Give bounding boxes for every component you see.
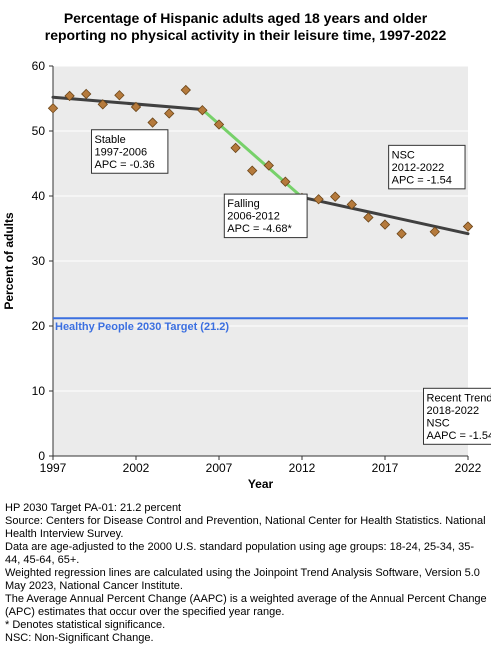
x-tick-label: 1997 xyxy=(40,461,67,475)
note-nsc: NSC: Non-Significant Change. xyxy=(5,632,154,644)
data-point xyxy=(247,165,258,176)
annotation-text: Stable xyxy=(95,134,126,146)
y-tick-label: 40 xyxy=(32,189,46,203)
x-tick-label: 2002 xyxy=(123,461,150,475)
annotation-text: NSC xyxy=(392,149,415,161)
y-tick-label: 30 xyxy=(32,254,46,268)
x-axis-label: Year xyxy=(248,477,274,490)
line-chart: 0 10 20 30 40 50 60 1997 2002 2007 2012 2017 2022 Yea… xyxy=(2,60,491,490)
note-target: HP 2030 Target PA-01: 21.2 percent xyxy=(5,502,182,514)
note-age-adjustment: Data are age-adjusted to the 2000 U.S. s… xyxy=(5,541,475,566)
trend-line-nsc xyxy=(300,195,470,236)
note-significance: * Denotes statistical significance. xyxy=(5,619,166,631)
trend-line-stable xyxy=(51,95,204,112)
data-point xyxy=(230,142,241,154)
annotation-frame xyxy=(91,129,169,174)
note-source: Source: Centers for Disease Control and … xyxy=(5,515,486,540)
annotation-text: APC = -1.54 xyxy=(392,174,452,186)
annotation-text: Recent Trend xyxy=(427,392,491,404)
annotation-text: NSC xyxy=(427,417,450,429)
annotation-text: APC = -4.68* xyxy=(227,223,292,235)
y-tick-label: 0 xyxy=(38,449,45,463)
annotation-frame xyxy=(423,387,491,445)
data-point xyxy=(462,221,474,232)
data-point xyxy=(81,88,92,100)
annotation-text: 2012-2022 xyxy=(392,162,445,174)
note-regression: Weighted regression lines are calculated… xyxy=(5,567,480,592)
note-aapc: The Average Annual Percent Change (AAPC)… xyxy=(5,593,487,618)
data-point xyxy=(180,84,191,96)
annotation-text: APC = -0.36 xyxy=(95,159,155,171)
data-point xyxy=(147,117,158,128)
data-point xyxy=(330,191,341,202)
data-point xyxy=(114,90,125,101)
chart-notes: HP 2030 Target PA-01: 21.2 percent Sourc… xyxy=(5,502,487,645)
x-tick-label: 2022 xyxy=(455,461,482,475)
data-point xyxy=(396,228,407,239)
y-tick-label: 50 xyxy=(32,124,46,138)
data-point xyxy=(97,99,108,110)
y-axis-label: Percent of adults xyxy=(2,212,16,310)
annotation-text: AAPC = -1.54 xyxy=(427,430,491,442)
target-line-label: Healthy People 2030 Target (21.2) xyxy=(55,321,229,333)
chart-title-line-1: Percentage of Hispanic adults aged 18 ye… xyxy=(63,10,428,26)
data-point xyxy=(346,199,357,210)
data-point xyxy=(280,176,291,187)
data-point xyxy=(313,194,324,205)
data-point xyxy=(213,119,225,130)
data-point xyxy=(47,103,59,114)
data-point xyxy=(363,212,374,223)
data-point xyxy=(64,90,75,102)
y-tick-label: 10 xyxy=(32,384,46,398)
y-tick-label: 20 xyxy=(32,319,46,333)
x-tick-label: 2007 xyxy=(206,461,233,475)
data-point xyxy=(379,219,391,230)
data-point xyxy=(263,160,274,171)
chart-title-line-2: reporting no physical activity in their … xyxy=(44,27,447,43)
annotation-text: 1997-2006 xyxy=(95,146,148,158)
annotation-text: 2018-2022 xyxy=(427,405,480,417)
data-point xyxy=(164,108,175,119)
data-point xyxy=(429,226,440,237)
annotation-frame xyxy=(388,144,466,190)
data-point xyxy=(197,105,208,116)
annotation-frame xyxy=(223,193,308,239)
annotation-text: 2006-2012 xyxy=(227,211,280,223)
y-tick-label: 60 xyxy=(32,60,46,73)
chart-title: Percentage of Hispanic adults aged 18 ye… xyxy=(0,10,491,44)
annotation-text: Falling xyxy=(227,198,259,210)
x-tick-label: 2017 xyxy=(372,461,399,475)
data-point xyxy=(130,101,142,113)
x-tick-label: 2012 xyxy=(289,461,316,475)
